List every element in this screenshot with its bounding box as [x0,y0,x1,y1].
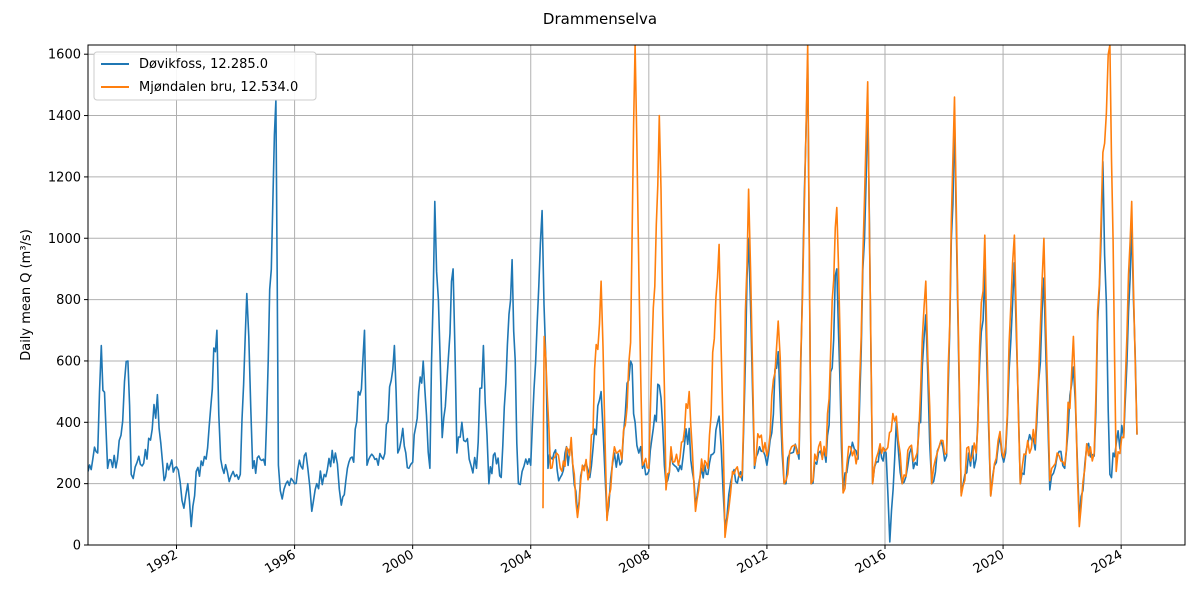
y-tick-label: 400 [56,416,81,431]
y-tick-label: 600 [56,354,81,369]
x-tick-label: 2004 [499,547,535,577]
y-tick-label: 200 [56,477,81,492]
legend: Døvikfoss, 12.285.0 Mjøndalen bru, 12.53… [93,51,317,101]
x-tick-label: 2016 [853,547,889,577]
x-tick-label: 2008 [617,547,653,577]
y-tick-label: 1600 [48,48,81,63]
x-tick-label: 2024 [1089,547,1125,577]
axes: 0 200 400 600 800 1000 1200 1400 1600 1992 1996 200… [48,48,1125,577]
y-axis-label: Daily mean Q (m³/s) [19,229,34,361]
y-tick-label: 1000 [48,232,81,247]
y-tick-label: 0 [73,539,81,554]
x-tick-label: 1996 [262,547,298,577]
chart-title: Drammenselva [543,10,657,28]
x-tick-label: 2012 [735,547,771,577]
y-tick-label: 1400 [48,109,81,124]
plot-frame [87,44,1186,546]
y-tick-label: 800 [56,293,81,308]
legend-box [93,51,317,101]
x-tick-label: 1992 [144,547,180,577]
x-tick-label: 2000 [381,547,417,577]
x-tick-label: 2020 [971,547,1007,577]
series-line-1 [542,45,1138,539]
legend-label-dovikfoss: Døvikfoss, 12.285.0 [139,57,268,72]
series-layer [88,45,1138,543]
legend-label-mjondalen: Mjøndalen bru, 12.534.0 [139,80,298,95]
y-tick-label: 1200 [48,170,81,185]
series-line-0 [88,59,1138,543]
